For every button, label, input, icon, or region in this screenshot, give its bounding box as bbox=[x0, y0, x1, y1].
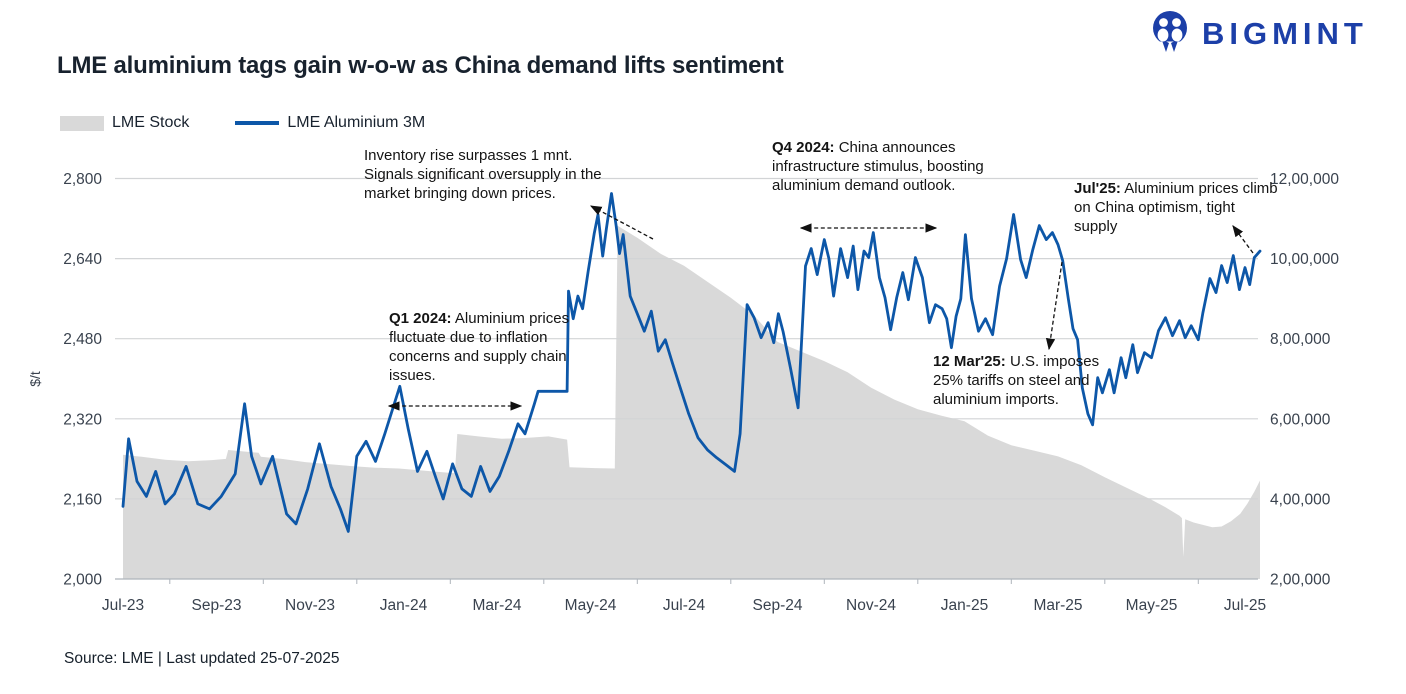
svg-text:Jan-24: Jan-24 bbox=[380, 597, 428, 614]
chart-legend: LME Stock LME Aluminium 3M bbox=[60, 114, 425, 132]
annotation-text: Aluminium prices fluctuate due to inflat… bbox=[389, 310, 570, 385]
svg-text:2,320: 2,320 bbox=[63, 411, 102, 428]
svg-text:Jan-25: Jan-25 bbox=[941, 597, 988, 614]
stock-area-series bbox=[123, 225, 1260, 580]
annotation-arrows bbox=[387, 205, 1254, 411]
svg-text:May-25: May-25 bbox=[1126, 597, 1178, 614]
svg-text:Mar-25: Mar-25 bbox=[1033, 597, 1082, 614]
brand-name: BIGMINT bbox=[1202, 15, 1368, 51]
annotation-inventory-rise: Inventory rise surpasses 1 mnt. Signals … bbox=[364, 146, 609, 203]
svg-text:Jul-24: Jul-24 bbox=[663, 597, 706, 614]
annotation-jul-25: Jul'25: Aluminium prices climb on China … bbox=[1074, 179, 1282, 236]
annotation-q1-2024: Q1 2024: Aluminium prices fluctuate due … bbox=[389, 309, 571, 385]
annotation-text: U.S. imposes 25% tariffs on steel and al… bbox=[933, 353, 1100, 409]
svg-text:6,00,000: 6,00,000 bbox=[1270, 411, 1331, 428]
svg-text:Jul-23: Jul-23 bbox=[102, 597, 144, 614]
svg-text:4,00,000: 4,00,000 bbox=[1270, 491, 1331, 508]
source-note: Source: LME | Last updated 25-07-2025 bbox=[64, 650, 340, 667]
svg-text:$/t: $/t bbox=[27, 371, 43, 387]
svg-text:Nov-23: Nov-23 bbox=[285, 597, 335, 614]
annotation-12-mar-25: 12 Mar'25: U.S. imposes 25% tariffs on s… bbox=[933, 352, 1105, 409]
svg-text:2,000: 2,000 bbox=[63, 572, 102, 589]
svg-text:Nov-24: Nov-24 bbox=[846, 597, 896, 614]
svg-text:2,640: 2,640 bbox=[63, 251, 102, 268]
svg-text:Sep-23: Sep-23 bbox=[192, 597, 242, 614]
svg-text:2,160: 2,160 bbox=[63, 491, 102, 508]
svg-text:Sep-24: Sep-24 bbox=[753, 597, 803, 614]
axis-labels: 2,000 2,160 2,320 2,480 2,640 2,800 2,00,000 4,… bbox=[27, 171, 1339, 614]
legend-label-lme-aluminium-3m: LME Aluminium 3M bbox=[287, 114, 426, 131]
annotation-lead: 12 Mar'25: bbox=[933, 353, 1006, 370]
annotation-lead: Jul'25: bbox=[1074, 180, 1121, 197]
svg-text:2,800: 2,800 bbox=[63, 171, 102, 188]
annotation-lead: Q4 2024: bbox=[772, 139, 835, 156]
svg-text:2,00,000: 2,00,000 bbox=[1270, 572, 1331, 589]
page-title: LME aluminium tags gain w-o-w as China d… bbox=[57, 52, 784, 79]
bigmint-logo-icon bbox=[1148, 8, 1192, 59]
brand-logo: BIGMINT bbox=[1148, 8, 1368, 59]
svg-text:10,00,000: 10,00,000 bbox=[1270, 251, 1339, 268]
legend-label-lme-stock: LME Stock bbox=[112, 114, 190, 131]
lme-aluminium-3m-swatch bbox=[235, 121, 280, 125]
svg-text:2,480: 2,480 bbox=[63, 331, 102, 348]
lme-stock-swatch bbox=[60, 115, 104, 131]
svg-text:Mar-24: Mar-24 bbox=[472, 597, 521, 614]
annotation-text: China announces infrastructure stimulus,… bbox=[772, 139, 984, 195]
svg-text:May-24: May-24 bbox=[565, 597, 617, 614]
annotation-q4-2024: Q4 2024: China announces infrastructure … bbox=[772, 138, 1024, 195]
annotation-lead: Q1 2024: bbox=[389, 310, 452, 327]
svg-text:12,00,000: 12,00,000 bbox=[1270, 171, 1339, 188]
svg-text:Jul-25: Jul-25 bbox=[1224, 597, 1266, 614]
svg-text:8,00,000: 8,00,000 bbox=[1270, 331, 1331, 348]
legend-item-lme-stock: LME Stock bbox=[60, 114, 189, 132]
annotation-text: Aluminium prices climb on China optimism… bbox=[1074, 180, 1278, 236]
annotation-text: Inventory rise surpasses 1 mnt. Signals … bbox=[364, 147, 602, 203]
legend-item-lme-aluminium-3m: LME Aluminium 3M bbox=[235, 114, 425, 132]
